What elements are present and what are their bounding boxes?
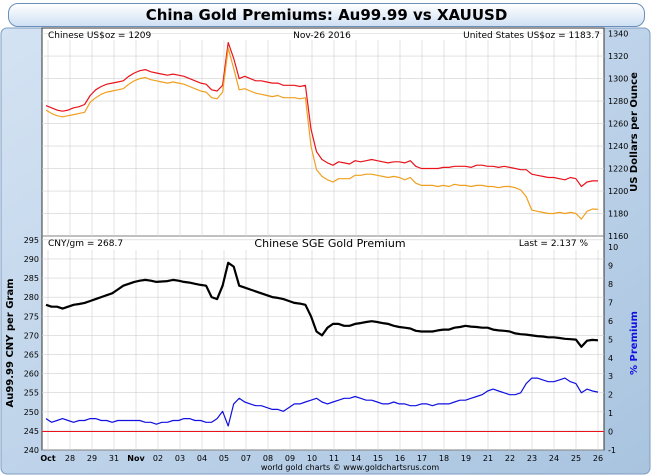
x-tick-label: 31: [109, 454, 119, 463]
footer-credit: world gold charts © www.goldchartsrus.co…: [261, 463, 439, 472]
top-y-tick-label: 1160: [608, 232, 628, 241]
top-y-tick-label: 1260: [608, 120, 628, 129]
chinese-gold-price-line: [45, 41, 598, 188]
bottom-left-y-tick-label: 280: [24, 293, 39, 302]
top-y-tick-label: 1320: [608, 52, 628, 61]
bottom-right-y-tick-label: 3: [608, 372, 613, 381]
x-tick-label: 11: [329, 454, 339, 463]
x-tick-label: Nov: [127, 454, 145, 463]
bottom-left-y-tick-label: 255: [24, 389, 39, 398]
x-tick-label: 26: [593, 454, 603, 463]
x-tick-label: 10: [307, 454, 317, 463]
bottom-left-y-tick-label: 250: [24, 408, 39, 417]
top-y-tick-label: 1240: [608, 142, 628, 151]
bottom-left-y-tick-label: 295: [24, 236, 39, 245]
x-tick-label: 14: [351, 454, 361, 463]
bottom-left-y-tick-label: 260: [24, 370, 39, 379]
premium-percent-line: [45, 377, 599, 427]
x-tick-label: 24: [549, 454, 559, 463]
x-tick-label: 03: [175, 454, 185, 463]
x-tick-label: 25: [571, 454, 581, 463]
bottom-right-y-tick-label: 0: [608, 428, 613, 437]
x-tick-label: 22: [505, 454, 515, 463]
bottom-right-y-tick-label: 5: [608, 335, 613, 344]
top-plot-area: [41, 27, 605, 237]
top-y-tick-label: 1300: [608, 75, 628, 84]
bottom-left-y-tick-label: 285: [24, 274, 39, 283]
bottom-right-y-tick-label: 1: [608, 409, 613, 418]
top-y-tick-label: 1220: [608, 165, 628, 174]
cny-per-gram-line: [45, 261, 599, 348]
bottom-right-y-tick-label: 10: [608, 243, 618, 252]
bottom-right-y-tick-label: 7: [608, 298, 613, 307]
top-header-center: Nov-26 2016: [293, 31, 351, 41]
x-tick-label: 08: [263, 454, 273, 463]
x-tick-label: 28: [65, 454, 75, 463]
top-y-tick-label: 1200: [608, 187, 628, 196]
us-gold-price-line: [45, 47, 599, 220]
bottom-right-y-tick-label: 6: [608, 317, 613, 326]
bottom-left-y-tick-label: 290: [24, 255, 39, 264]
bottom-left-y-tick-label: 265: [24, 350, 39, 359]
bottom-header-right: Last = 2.137 %: [519, 239, 589, 249]
x-tick-label: 15: [373, 454, 383, 463]
bottom-right-y-tick-label: 9: [608, 262, 613, 271]
x-tick-label: 09: [285, 454, 295, 463]
bottom-plot-area: [41, 235, 605, 451]
x-tick-label: 23: [527, 454, 537, 463]
bottom-right-y-tick-label: 8: [608, 280, 613, 289]
x-tick-label: 07: [241, 454, 251, 463]
chart-title: China Gold Premiums: Au99.99 vs XAUUSD: [8, 3, 645, 27]
bottom-left-y-tick-label: 240: [24, 446, 39, 455]
x-tick-label: 02: [153, 454, 163, 463]
x-tick-label: 18: [439, 454, 449, 463]
x-tick-label: 29: [87, 454, 97, 463]
top-y-tick-label: 1280: [608, 97, 628, 106]
bottom-left-y-tick-label: 245: [24, 427, 39, 436]
x-tick-label: 04: [197, 454, 207, 463]
bottom-right-y-axis-label: % Premium: [629, 311, 640, 375]
x-tick-label: Oct: [40, 454, 56, 463]
top-y-tick-label: 1180: [608, 210, 628, 219]
top-header-left: Chinese US$oz = 1209: [48, 31, 152, 41]
x-tick-label: 19: [461, 454, 471, 463]
top-header-right: United States US$oz = 1183.7: [463, 31, 600, 41]
x-tick-label: 05: [219, 454, 229, 463]
top-y-tick-label: 1340: [608, 30, 628, 39]
x-tick-label: 17: [417, 454, 427, 463]
bottom-left-y-axis-label: Au99.99 CNY per Gram: [5, 278, 16, 407]
top-y-axis-label: US Dollars per Ounce: [629, 72, 640, 192]
bottom-right-y-tick-label: -1: [608, 446, 616, 455]
x-tick-label: 21: [483, 454, 493, 463]
bottom-header-left: CNY/gm = 268.7: [48, 239, 123, 249]
bottom-right-y-tick-label: 2: [608, 391, 613, 400]
bottom-left-y-tick-label: 275: [24, 312, 39, 321]
bottom-chart-title: Chinese SGE Gold Premium: [254, 237, 405, 250]
bottom-left-y-tick-label: 270: [24, 331, 39, 340]
bottom-right-y-tick-label: 4: [608, 354, 613, 363]
x-tick-label: 16: [395, 454, 405, 463]
